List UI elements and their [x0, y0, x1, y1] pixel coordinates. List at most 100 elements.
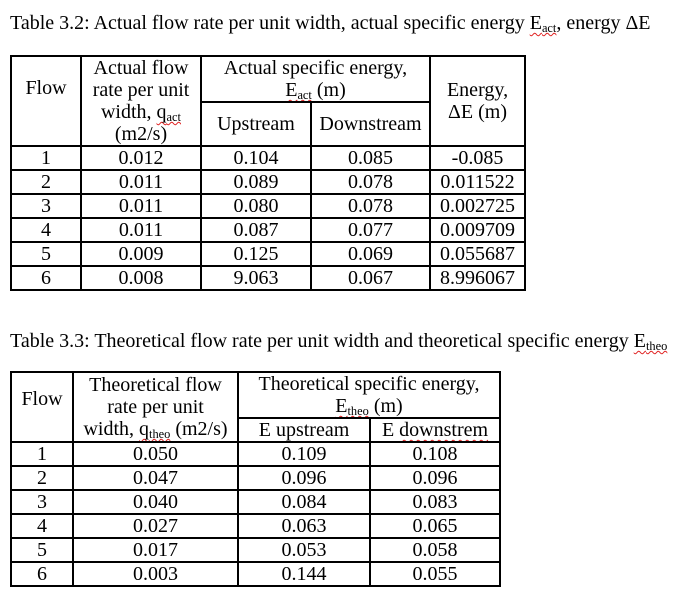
misspelled-word-etheo: Etheo — [634, 330, 668, 352]
table-3-2-caption: Table 3.2: Actual flow rate per unit wid… — [10, 12, 670, 35]
header-text: width, — [83, 418, 139, 440]
table-3-3: Flow Theoretical flow rate per unit widt… — [10, 371, 501, 587]
cell-q: 0.047 — [72, 465, 239, 491]
cell-q: 0.011 — [80, 193, 202, 219]
cell-flow: 1 — [10, 145, 82, 171]
cell-upstream: 0.089 — [200, 169, 312, 195]
cell-flow: 6 — [10, 265, 82, 291]
cell-flow: 2 — [10, 465, 74, 491]
header-line: rate per unit — [92, 79, 190, 101]
header-flow: Flow — [10, 371, 74, 443]
cell-flow: 2 — [10, 169, 82, 195]
table-row: 6 0.008 9.063 0.067 8.996067 — [10, 265, 527, 291]
header-upstream: Upstream — [200, 101, 312, 147]
cell-upstream: 0.087 — [200, 217, 312, 243]
table-row: 6 0.003 0.144 0.055 — [10, 561, 501, 587]
header-line: ΔE (m) — [448, 101, 507, 123]
cell-flow: 3 — [10, 193, 82, 219]
table-row: 1 0.012 0.104 0.085 -0.085 — [10, 145, 527, 171]
cell-q: 0.011 — [80, 169, 202, 195]
header-text: (m) — [311, 79, 346, 101]
header-energy-delta-e: Energy, ΔE (m) — [429, 55, 527, 147]
symbol-subscript: theo — [347, 403, 369, 418]
header-flow: Flow — [10, 55, 82, 147]
cell-upstream: 0.104 — [200, 145, 312, 171]
table-row: 5 0.017 0.053 0.058 — [10, 537, 501, 563]
symbol-base: E — [633, 330, 646, 352]
cell-e-downstream: 0.108 — [369, 441, 501, 467]
cell-q: 0.017 — [72, 537, 239, 563]
header-theoretical-flow-rate: Theoretical flow rate per unit width, qt… — [72, 371, 239, 443]
header-line: width, qtheo (m2/s) — [75, 418, 236, 440]
misspelled-word-etheo: Etheo — [335, 395, 369, 418]
symbol-subscript: theo — [645, 338, 668, 353]
cell-delta-e: 0.055687 — [429, 241, 527, 267]
header-line: Etheo (m) — [240, 395, 498, 418]
cell-e-downstream: 0.055 — [369, 561, 501, 587]
cell-e-upstream: 0.096 — [237, 465, 371, 491]
cell-delta-e: 0.009709 — [429, 217, 527, 243]
symbol-base: E — [285, 79, 298, 101]
header-text: E — [381, 419, 400, 441]
cell-delta-e: -0.085 — [429, 145, 527, 171]
caption-text: Table 3.3: Theoretical flow rate per uni… — [10, 330, 634, 352]
table-row: 5 0.009 0.125 0.069 0.055687 — [10, 241, 527, 267]
cell-downstream: 0.069 — [309, 241, 432, 267]
misspelled-word-qtheo: qtheo — [139, 418, 170, 440]
cell-downstream: 0.067 — [309, 265, 432, 291]
header-line: Actual flow — [93, 57, 189, 79]
cell-q: 0.012 — [80, 145, 202, 171]
cell-e-upstream: 0.084 — [237, 489, 371, 515]
cell-downstream: 0.078 — [309, 169, 432, 195]
header-line: Energy, — [446, 79, 509, 101]
cell-e-downstream: 0.083 — [369, 489, 501, 515]
table-row: 4 0.027 0.063 0.065 — [10, 513, 501, 539]
cell-downstream: 0.077 — [309, 217, 432, 243]
cell-e-upstream: 0.063 — [237, 513, 371, 539]
cell-q: 0.050 — [72, 441, 239, 467]
cell-upstream: 9.063 — [200, 265, 312, 291]
cell-q: 0.003 — [72, 561, 239, 587]
header-actual-flow-rate: Actual flow rate per unit width, qact (m… — [80, 55, 202, 147]
caption-text: , energy ΔE — [556, 12, 651, 34]
header-theoretical-specific-energy: Theoretical specific energy, Etheo (m) — [237, 371, 501, 419]
cell-flow: 5 — [10, 241, 82, 267]
header-text: width, — [100, 101, 157, 123]
table-row: 2 0.047 0.096 0.096 — [10, 465, 501, 491]
symbol-subscript: act — [541, 20, 557, 35]
symbol-subscript: act — [297, 87, 312, 102]
cell-delta-e: 0.002725 — [429, 193, 527, 219]
cell-upstream: 0.125 — [200, 241, 312, 267]
symbol-base: q — [156, 101, 167, 123]
header-line: Theoretical specific energy, — [258, 373, 480, 395]
cell-upstream: 0.080 — [200, 193, 312, 219]
cell-e-upstream: 0.144 — [237, 561, 371, 587]
header-downstream: Downstream — [309, 101, 432, 147]
cell-delta-e: 8.996067 — [429, 265, 527, 291]
misspelled-word-eact: Eact — [285, 79, 312, 102]
cell-q: 0.008 — [80, 265, 202, 291]
cell-flow: 6 — [10, 561, 74, 587]
caption-text: Table 3.2: Actual flow rate per unit wid… — [10, 12, 530, 34]
table-row: 1 0.050 0.109 0.108 — [10, 441, 501, 467]
cell-q: 0.011 — [80, 217, 202, 243]
header-line: Actual specific energy, — [223, 57, 408, 79]
symbol-base: E — [335, 395, 348, 417]
header-text: (m) — [368, 395, 403, 417]
cell-flow: 5 — [10, 537, 74, 563]
header-line: (m2/s) — [114, 123, 168, 145]
cell-q: 0.040 — [72, 489, 239, 515]
table-row: 4 0.011 0.087 0.077 0.009709 — [10, 217, 527, 243]
misspelled-word-downstrem: downstrem — [399, 419, 489, 441]
symbol-base: q — [139, 418, 149, 440]
header-line: width, qact — [83, 101, 199, 123]
symbol-base: E — [529, 12, 542, 34]
table-3-3-caption: Table 3.3: Theoretical flow rate per uni… — [10, 330, 670, 353]
cell-q: 0.027 — [72, 513, 239, 539]
cell-downstream: 0.078 — [309, 193, 432, 219]
header-line: Theoretical flow — [89, 374, 222, 396]
symbol-subscript: theo — [149, 426, 171, 441]
cell-flow: 4 — [10, 217, 82, 243]
table-row: 3 0.011 0.080 0.078 0.002725 — [10, 193, 527, 219]
